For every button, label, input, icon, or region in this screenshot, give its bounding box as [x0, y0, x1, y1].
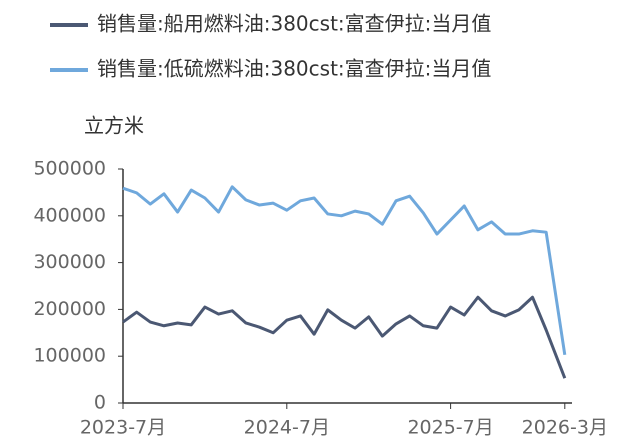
- x-tick-label: 2024-7月: [244, 417, 330, 439]
- x-tick-label: 2023-7月: [80, 417, 166, 439]
- y-tick-label: 0: [94, 392, 106, 414]
- y-tick-label: 300000: [33, 251, 106, 273]
- x-tick-label: 2026-3月: [522, 417, 608, 439]
- y-tick-label: 200000: [33, 298, 106, 320]
- y-tick-label: 500000: [33, 158, 106, 180]
- line-series: [122, 295, 567, 379]
- y-tick-label: 400000: [33, 204, 106, 226]
- line-series: [122, 185, 567, 356]
- y-tick-label: 100000: [33, 345, 106, 367]
- y-axis-label: 立方米: [84, 114, 144, 138]
- x-tick-label: 2025-7月: [407, 417, 493, 439]
- legend-label: 销售量:低硫燃料油:380cst:富查伊拉:当月值: [97, 57, 491, 81]
- legend-label: 销售量:船用燃料油:380cst:富查伊拉:当月值: [97, 12, 491, 36]
